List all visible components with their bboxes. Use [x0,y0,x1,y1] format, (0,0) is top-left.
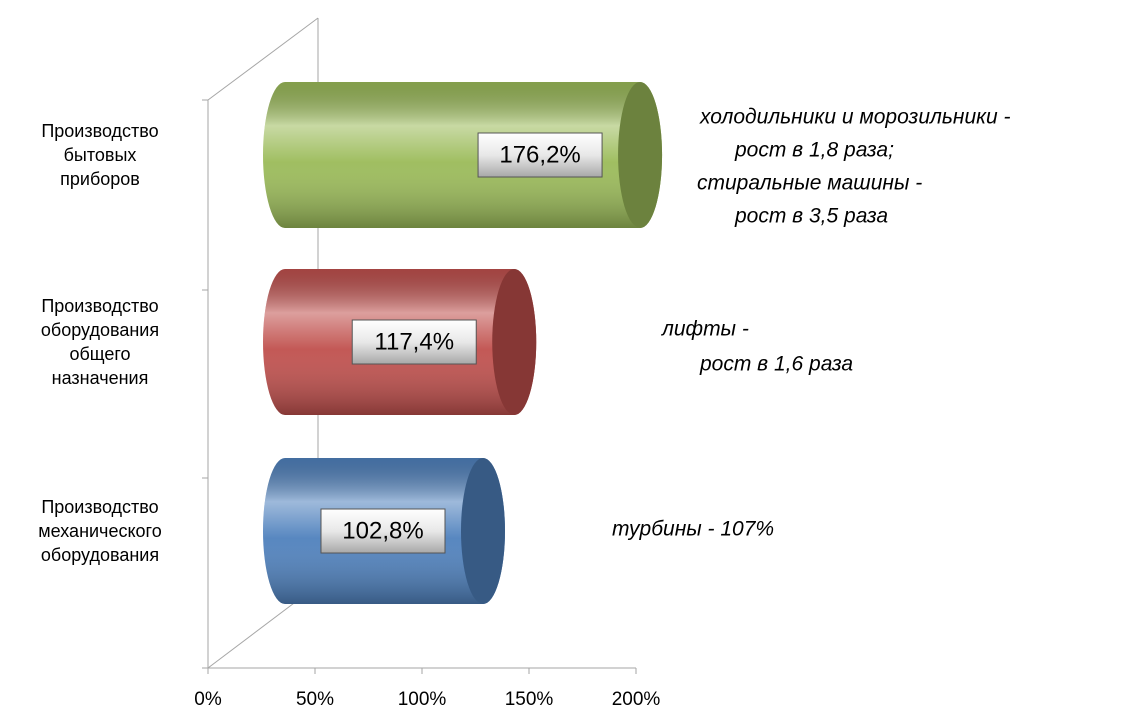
x-tick-label: 0% [194,689,222,710]
value-label-box [351,319,477,365]
x-tick-label: 200% [612,689,661,710]
x-tick-label: 150% [505,689,554,710]
annotation: холодильники и морозильники - [699,106,1011,129]
category-label: Производство оборудования общего назначе… [40,296,160,388]
bar-shade [263,82,663,228]
value-label-box [477,132,603,178]
x-tick-label: 50% [296,689,334,710]
category-label: Производство механического оборудования [38,497,162,565]
annotation: стиральные машины - [697,172,922,195]
annotation: рост в 1,8 раза; [734,139,894,162]
annotation: турбины - 107% [612,518,774,541]
annotation: рост в 3,5 раза [734,205,888,228]
annotation: лифты - [661,318,749,341]
value-label: 176,2% [499,141,580,168]
category-label: Производство бытовых приборов [41,121,159,189]
bar-cap-shade [618,82,663,228]
value-label: 102,8% [342,517,423,544]
annotation: рост в 1,6 раза [699,353,853,376]
bar-cap [460,458,505,604]
bar-cap [618,82,663,228]
value-label-box [320,508,446,554]
bar-cap-shade [460,458,505,604]
x-tick-label: 100% [398,689,447,710]
value-label: 117,4% [374,328,454,355]
bar-cap-shade [492,269,537,415]
bar-cap [492,269,537,415]
